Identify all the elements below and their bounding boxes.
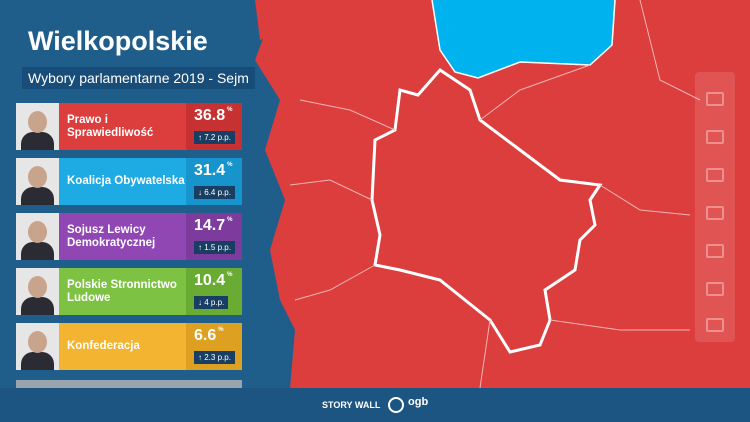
logo-icon	[388, 397, 404, 413]
result-unit: %	[227, 272, 233, 278]
title: Wielkopolskie	[28, 26, 208, 56]
icon[interactable]	[706, 92, 724, 106]
icon[interactable]	[706, 130, 724, 144]
result-value: 36.8	[194, 107, 226, 124]
result-change: ↓ 4 p.p.	[194, 296, 229, 309]
result-unit: %	[227, 107, 233, 113]
icon[interactable]	[706, 168, 724, 182]
party-name: Konfederacja	[67, 340, 140, 352]
photo-body	[21, 187, 54, 205]
photo-body	[21, 132, 54, 150]
result-value: 14.7	[194, 217, 226, 234]
result-value: 31.4	[194, 162, 226, 179]
result-unit: %	[218, 327, 224, 333]
photo	[16, 268, 59, 315]
border	[289, 0, 701, 389]
party-card[interactable]: Konfederacja 6.6% ↑ 2.3 p.p.	[16, 323, 242, 370]
result-wrap: 10.4%	[194, 272, 232, 290]
result-panel: 14.7% ↑ 1.5 p.p.	[186, 213, 242, 260]
toolbar	[695, 72, 735, 342]
photo-head	[28, 276, 47, 298]
result-unit: %	[227, 217, 233, 223]
icon[interactable]	[706, 206, 724, 220]
result-wrap: 31.4%	[194, 162, 232, 180]
party-card[interactable]: Koalicja Obywatelska 31.4% ↓ 6.4 p.p.	[16, 158, 242, 205]
footer-label: STORY WALL	[322, 400, 381, 410]
footer: STORY WALL ogb	[0, 388, 750, 422]
photo-head	[28, 111, 47, 133]
icon[interactable]	[706, 318, 724, 332]
border	[431, 0, 616, 79]
result-unit: %	[227, 162, 233, 168]
photo-body	[21, 297, 54, 315]
result-panel: 36.8% ↑ 7.2 p.p.	[186, 103, 242, 150]
result-change: ↓ 6.4 p.p.	[194, 186, 235, 199]
region-fill	[255, 0, 750, 388]
party-card[interactable]: Prawo i Sprawiedliwość 36.8% ↑ 7.2 p.p.	[16, 103, 242, 150]
subtitle: Wybory parlamentarne 2019 - Sejm	[22, 67, 255, 89]
result-panel: 31.4% ↓ 6.4 p.p.	[186, 158, 242, 205]
result-change: ↑ 2.3 p.p.	[194, 351, 235, 364]
party-card[interactable]: Sojusz Lewicy Demokratycznej 14.7% ↑ 1.5 p…	[16, 213, 242, 260]
party-name: Koalicja Obywatelska	[67, 175, 185, 187]
photo-body	[21, 352, 54, 370]
photo	[16, 213, 59, 260]
photo	[16, 323, 59, 370]
result-value: 6.6	[194, 327, 217, 344]
photo	[16, 103, 59, 150]
icon[interactable]	[706, 282, 724, 296]
result-value: 10.4	[194, 272, 226, 289]
region-fill	[255, 0, 300, 40]
region-blue	[432, 0, 615, 78]
photo-head	[28, 331, 47, 353]
result-panel: 10.4% ↓ 4 p.p.	[186, 268, 242, 315]
photo-body	[21, 242, 54, 260]
result-change: ↑ 7.2 p.p.	[194, 131, 235, 144]
result-panel: 6.6% ↑ 2.3 p.p.	[186, 323, 242, 370]
photo-head	[28, 221, 47, 243]
party-name: Sojusz Lewicy Demokratycznej	[67, 223, 156, 249]
photo-head	[28, 166, 47, 188]
result-change: ↑ 1.5 p.p.	[194, 241, 235, 254]
party-card[interactable]: Polskie Stronnictwo Ludowe 10.4% ↓ 4 p.p.	[16, 268, 242, 315]
footer-brand[interactable]: ogb	[408, 396, 429, 408]
icon[interactable]	[706, 244, 724, 258]
photo	[16, 158, 59, 205]
result-wrap: 6.6%	[194, 327, 224, 345]
result-wrap: 36.8%	[194, 107, 232, 125]
result-wrap: 14.7%	[194, 217, 232, 235]
party-name: Prawo i Sprawiedliwość	[67, 113, 154, 139]
party-name: Polskie Stronnictwo Ludowe	[67, 278, 177, 304]
voivodeship-border	[370, 68, 603, 354]
